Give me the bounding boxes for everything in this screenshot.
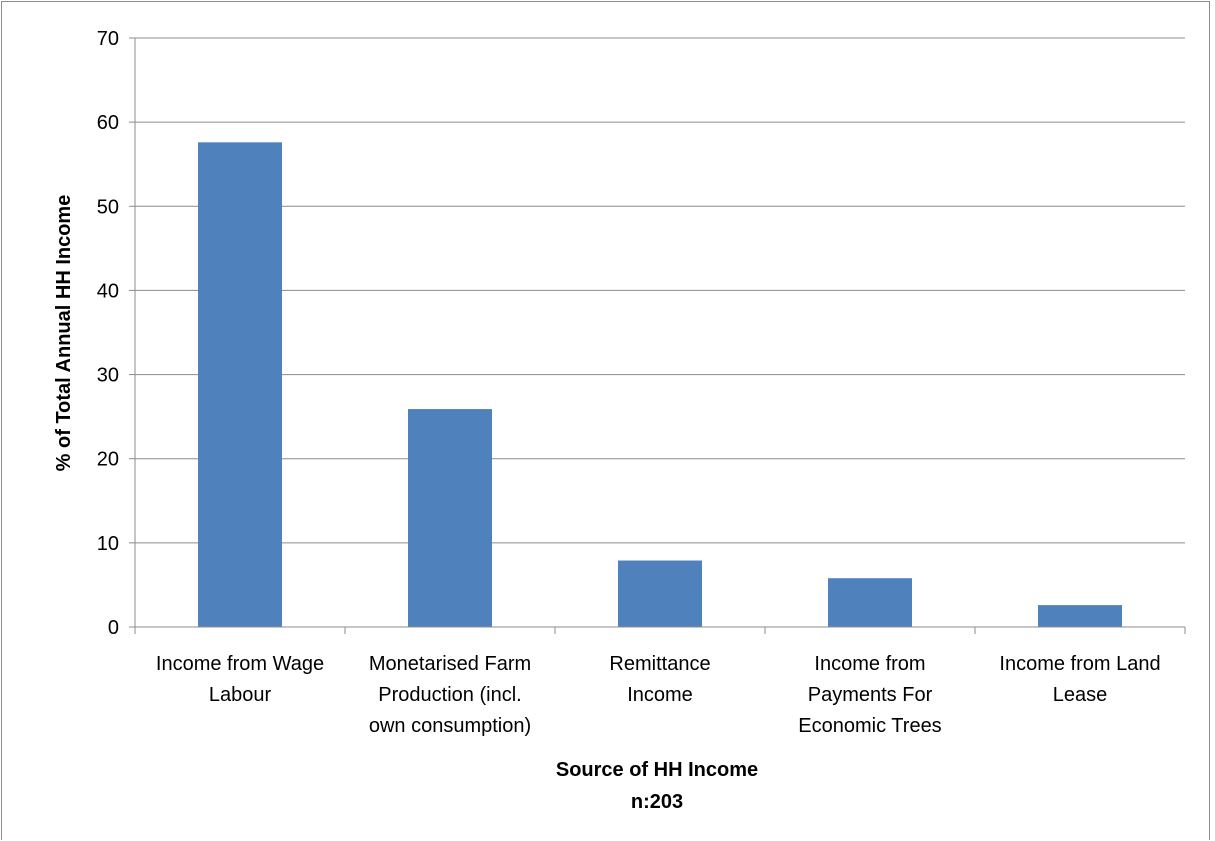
x-category-label-line: Income from — [814, 653, 925, 675]
y-tick-label: 70 — [97, 28, 119, 50]
x-category-label-line: Remittance — [609, 653, 710, 675]
x-category-label-line: Payments For — [808, 684, 933, 706]
y-tick-label: 0 — [108, 617, 119, 639]
bar — [828, 578, 912, 627]
axes — [134, 38, 1186, 634]
x-axis-title: Source of HH Income — [556, 759, 758, 781]
x-category-label-line: Production (incl. — [378, 684, 521, 706]
x-category-labels: Income from Wage Labour Monetarised Farm Pr… — [156, 653, 1161, 737]
x-category-label-line: Income — [627, 684, 693, 706]
x-category-label: Monetarised Farm Production (incl. own con… — [369, 653, 531, 737]
x-category-label-line: Income from Land — [999, 653, 1160, 675]
x-category-label-line: own consumption) — [369, 715, 531, 737]
x-category-label-line: Monetarised Farm — [369, 653, 531, 675]
x-category-label-line: Labour — [209, 684, 272, 706]
gridlines — [135, 37, 1185, 544]
x-category-label: Income from Land Lease — [999, 653, 1160, 706]
x-category-label-line: Economic Trees — [798, 715, 941, 737]
y-tick-label: 20 — [97, 449, 119, 471]
bar — [408, 409, 492, 627]
y-axis-title: % of Total Annual HH Income — [53, 195, 75, 472]
bar — [1038, 605, 1122, 627]
bar — [198, 142, 282, 627]
bars — [198, 142, 1122, 627]
y-tick-labels: 0 10 20 30 40 50 60 70 — [97, 28, 135, 639]
bar — [618, 560, 702, 627]
x-category-label-line: Income from Wage — [156, 653, 324, 675]
x-category-label: Income from Payments For Economic Trees — [798, 653, 941, 737]
y-tick-label: 60 — [97, 112, 119, 134]
x-category-label: Income from Wage Labour — [156, 653, 324, 706]
x-category-label: Remittance Income — [609, 653, 710, 706]
x-category-label-line: Lease — [1053, 684, 1108, 706]
y-tick-label: 10 — [97, 533, 119, 555]
y-tick-label: 50 — [97, 196, 119, 218]
x-axis-sample-size: n:203 — [631, 791, 683, 813]
y-tick-label: 40 — [97, 280, 119, 302]
y-tick-label: 30 — [97, 365, 119, 387]
